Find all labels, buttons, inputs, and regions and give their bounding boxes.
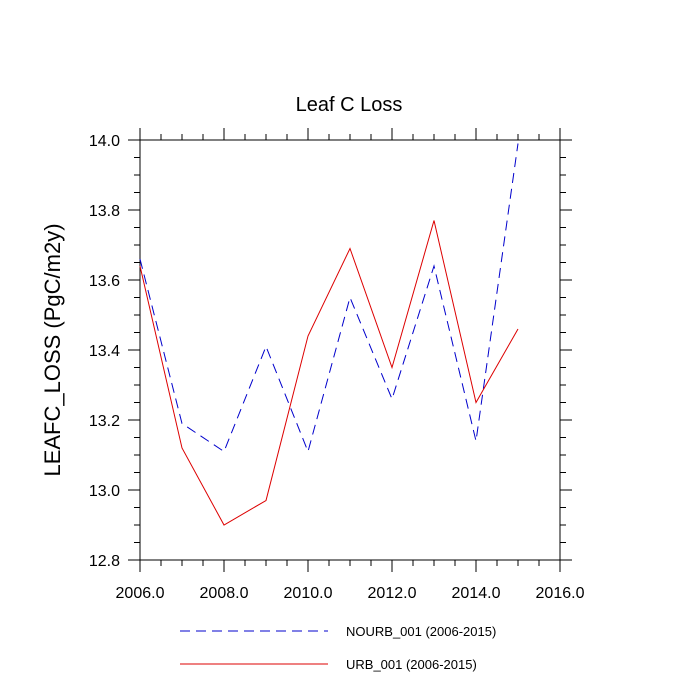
axis-tick-labels: 2006.0 2008.0 2010.0 2012.0 2014.0 2016.0 12.8…	[89, 133, 585, 602]
axis-ticks	[128, 128, 572, 572]
y-tick-label: 13.8	[89, 203, 120, 220]
x-tick-label: 2006.0	[116, 585, 165, 602]
legend-label-1: NOURB_001 (2006-2015)	[346, 624, 496, 639]
y-tick-label: 13.2	[89, 413, 120, 430]
y-tick-label: 13.6	[89, 273, 120, 290]
x-tick-label: 2016.0	[536, 585, 585, 602]
y-axis-label: LEAFC_LOSS (PgC/m2y)	[40, 223, 65, 476]
chart-title: Leaf C Loss	[296, 94, 403, 116]
y-tick-label: 13.4	[89, 343, 120, 360]
series-layer	[139, 143, 519, 526]
x-tick-label: 2014.0	[452, 585, 501, 602]
y-tick-label: 14.0	[89, 133, 120, 150]
y-tick-label: 12.8	[89, 553, 120, 570]
x-tick-label: 2008.0	[200, 585, 249, 602]
series-line-1	[139, 143, 519, 454]
x-tick-label: 2010.0	[284, 585, 333, 602]
legend: NOURB_001 (2006-2015) URB_001 (2006-2015)	[180, 624, 496, 672]
plot-frame	[139, 139, 561, 561]
x-tick-label: 2012.0	[368, 585, 417, 602]
y-tick-label: 13.0	[89, 483, 120, 500]
legend-label-2: URB_001 (2006-2015)	[346, 657, 477, 672]
series-line-2	[139, 220, 519, 526]
